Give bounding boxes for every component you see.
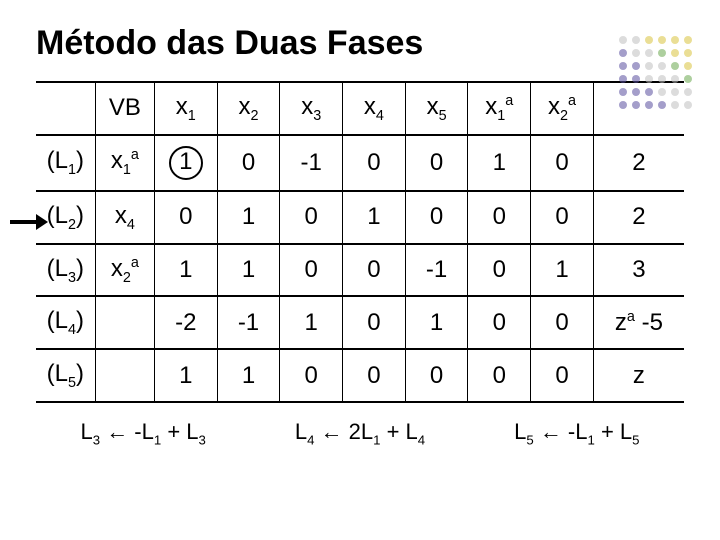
tableau-cell: 0 [405, 349, 468, 402]
table-row: (L5)1100000z [36, 349, 684, 402]
tableau-cell: 0 [154, 191, 217, 244]
tableau-cell: 1 [217, 244, 280, 297]
column-header-x: x2 [217, 82, 280, 135]
basic-variable-cell: x2a [95, 244, 154, 297]
tableau-cell: 0 [468, 349, 531, 402]
tableau-cell: 0 [343, 349, 406, 402]
row-label: (L4) [36, 296, 95, 349]
tableau-cell: 0 [343, 244, 406, 297]
tableau-cell: 1 [280, 296, 343, 349]
tableau-cell: 1 [154, 135, 217, 191]
tableau-cell: 0 [280, 244, 343, 297]
row-label: (L1) [36, 135, 95, 191]
tableau-cell: 0 [531, 296, 594, 349]
table-row: (L3)x2a1100-1013 [36, 244, 684, 297]
tableau-cell: -1 [217, 296, 280, 349]
tableau-cell: 0 [280, 349, 343, 402]
slide-title: Método das Duas Fases [36, 24, 684, 63]
tableau-cell: 0 [343, 135, 406, 191]
rhs-cell: 3 [593, 244, 684, 297]
tableau-cell: -1 [280, 135, 343, 191]
tableau-cell: 0 [531, 349, 594, 402]
column-header-x: x3 [280, 82, 343, 135]
tableau-cell: 1 [405, 296, 468, 349]
tableau-cell: 1 [531, 244, 594, 297]
column-header-vb: VB [95, 82, 154, 135]
tableau-cell: 0 [343, 296, 406, 349]
column-header-x: x1a [468, 82, 531, 135]
basic-variable-cell [95, 296, 154, 349]
table-row: (L1)x1a10-100102 [36, 135, 684, 191]
row-label: (L3) [36, 244, 95, 297]
tableau-cell: 0 [468, 296, 531, 349]
tableau-cell: 0 [531, 191, 594, 244]
pivot-row-arrow [10, 214, 48, 230]
tableau-cell: 0 [531, 135, 594, 191]
row-operation: L3 ← -L1 + L3 [80, 419, 205, 447]
tableau-cell: 1 [343, 191, 406, 244]
tableau-cell: -2 [154, 296, 217, 349]
row-operation: L4 ← 2L1 + L4 [295, 419, 425, 447]
tableau-cell: 0 [468, 244, 531, 297]
tableau-cell: 1 [154, 244, 217, 297]
column-header-x: x4 [343, 82, 406, 135]
table-row: (L4)-2-110100za -5 [36, 296, 684, 349]
basic-variable-cell [95, 349, 154, 402]
tableau-cell: 0 [280, 191, 343, 244]
tableau-cell: 1 [468, 135, 531, 191]
tableau-cell: 0 [217, 135, 280, 191]
decorative-dot-grid [619, 36, 694, 111]
rhs-cell: z [593, 349, 684, 402]
tableau-cell: 0 [468, 191, 531, 244]
table-row: (L2)x401010002 [36, 191, 684, 244]
tableau-cell: 0 [405, 135, 468, 191]
simplex-tableau: VBx1x2x3x4x5x1ax2a(L1)x1a10-100102(L2)x4… [36, 81, 684, 403]
column-header-x: x5 [405, 82, 468, 135]
rhs-cell: 2 [593, 191, 684, 244]
tableau-cell: 1 [217, 349, 280, 402]
tableau-cell: -1 [405, 244, 468, 297]
tableau-cell: 1 [217, 191, 280, 244]
column-header-x: x2a [531, 82, 594, 135]
basic-variable-cell: x1a [95, 135, 154, 191]
basic-variable-cell: x4 [95, 191, 154, 244]
column-header-x: x1 [154, 82, 217, 135]
tableau-cell: 1 [154, 349, 217, 402]
tableau-cell: 0 [405, 191, 468, 244]
pivot-element: 1 [169, 146, 203, 180]
row-operations: L3 ← -L1 + L3 L4 ← 2L1 + L4 L5 ← -L1 + L5 [36, 419, 684, 447]
row-operation: L5 ← -L1 + L5 [514, 419, 639, 447]
rhs-cell: 2 [593, 135, 684, 191]
row-label: (L5) [36, 349, 95, 402]
rhs-cell: za -5 [593, 296, 684, 349]
